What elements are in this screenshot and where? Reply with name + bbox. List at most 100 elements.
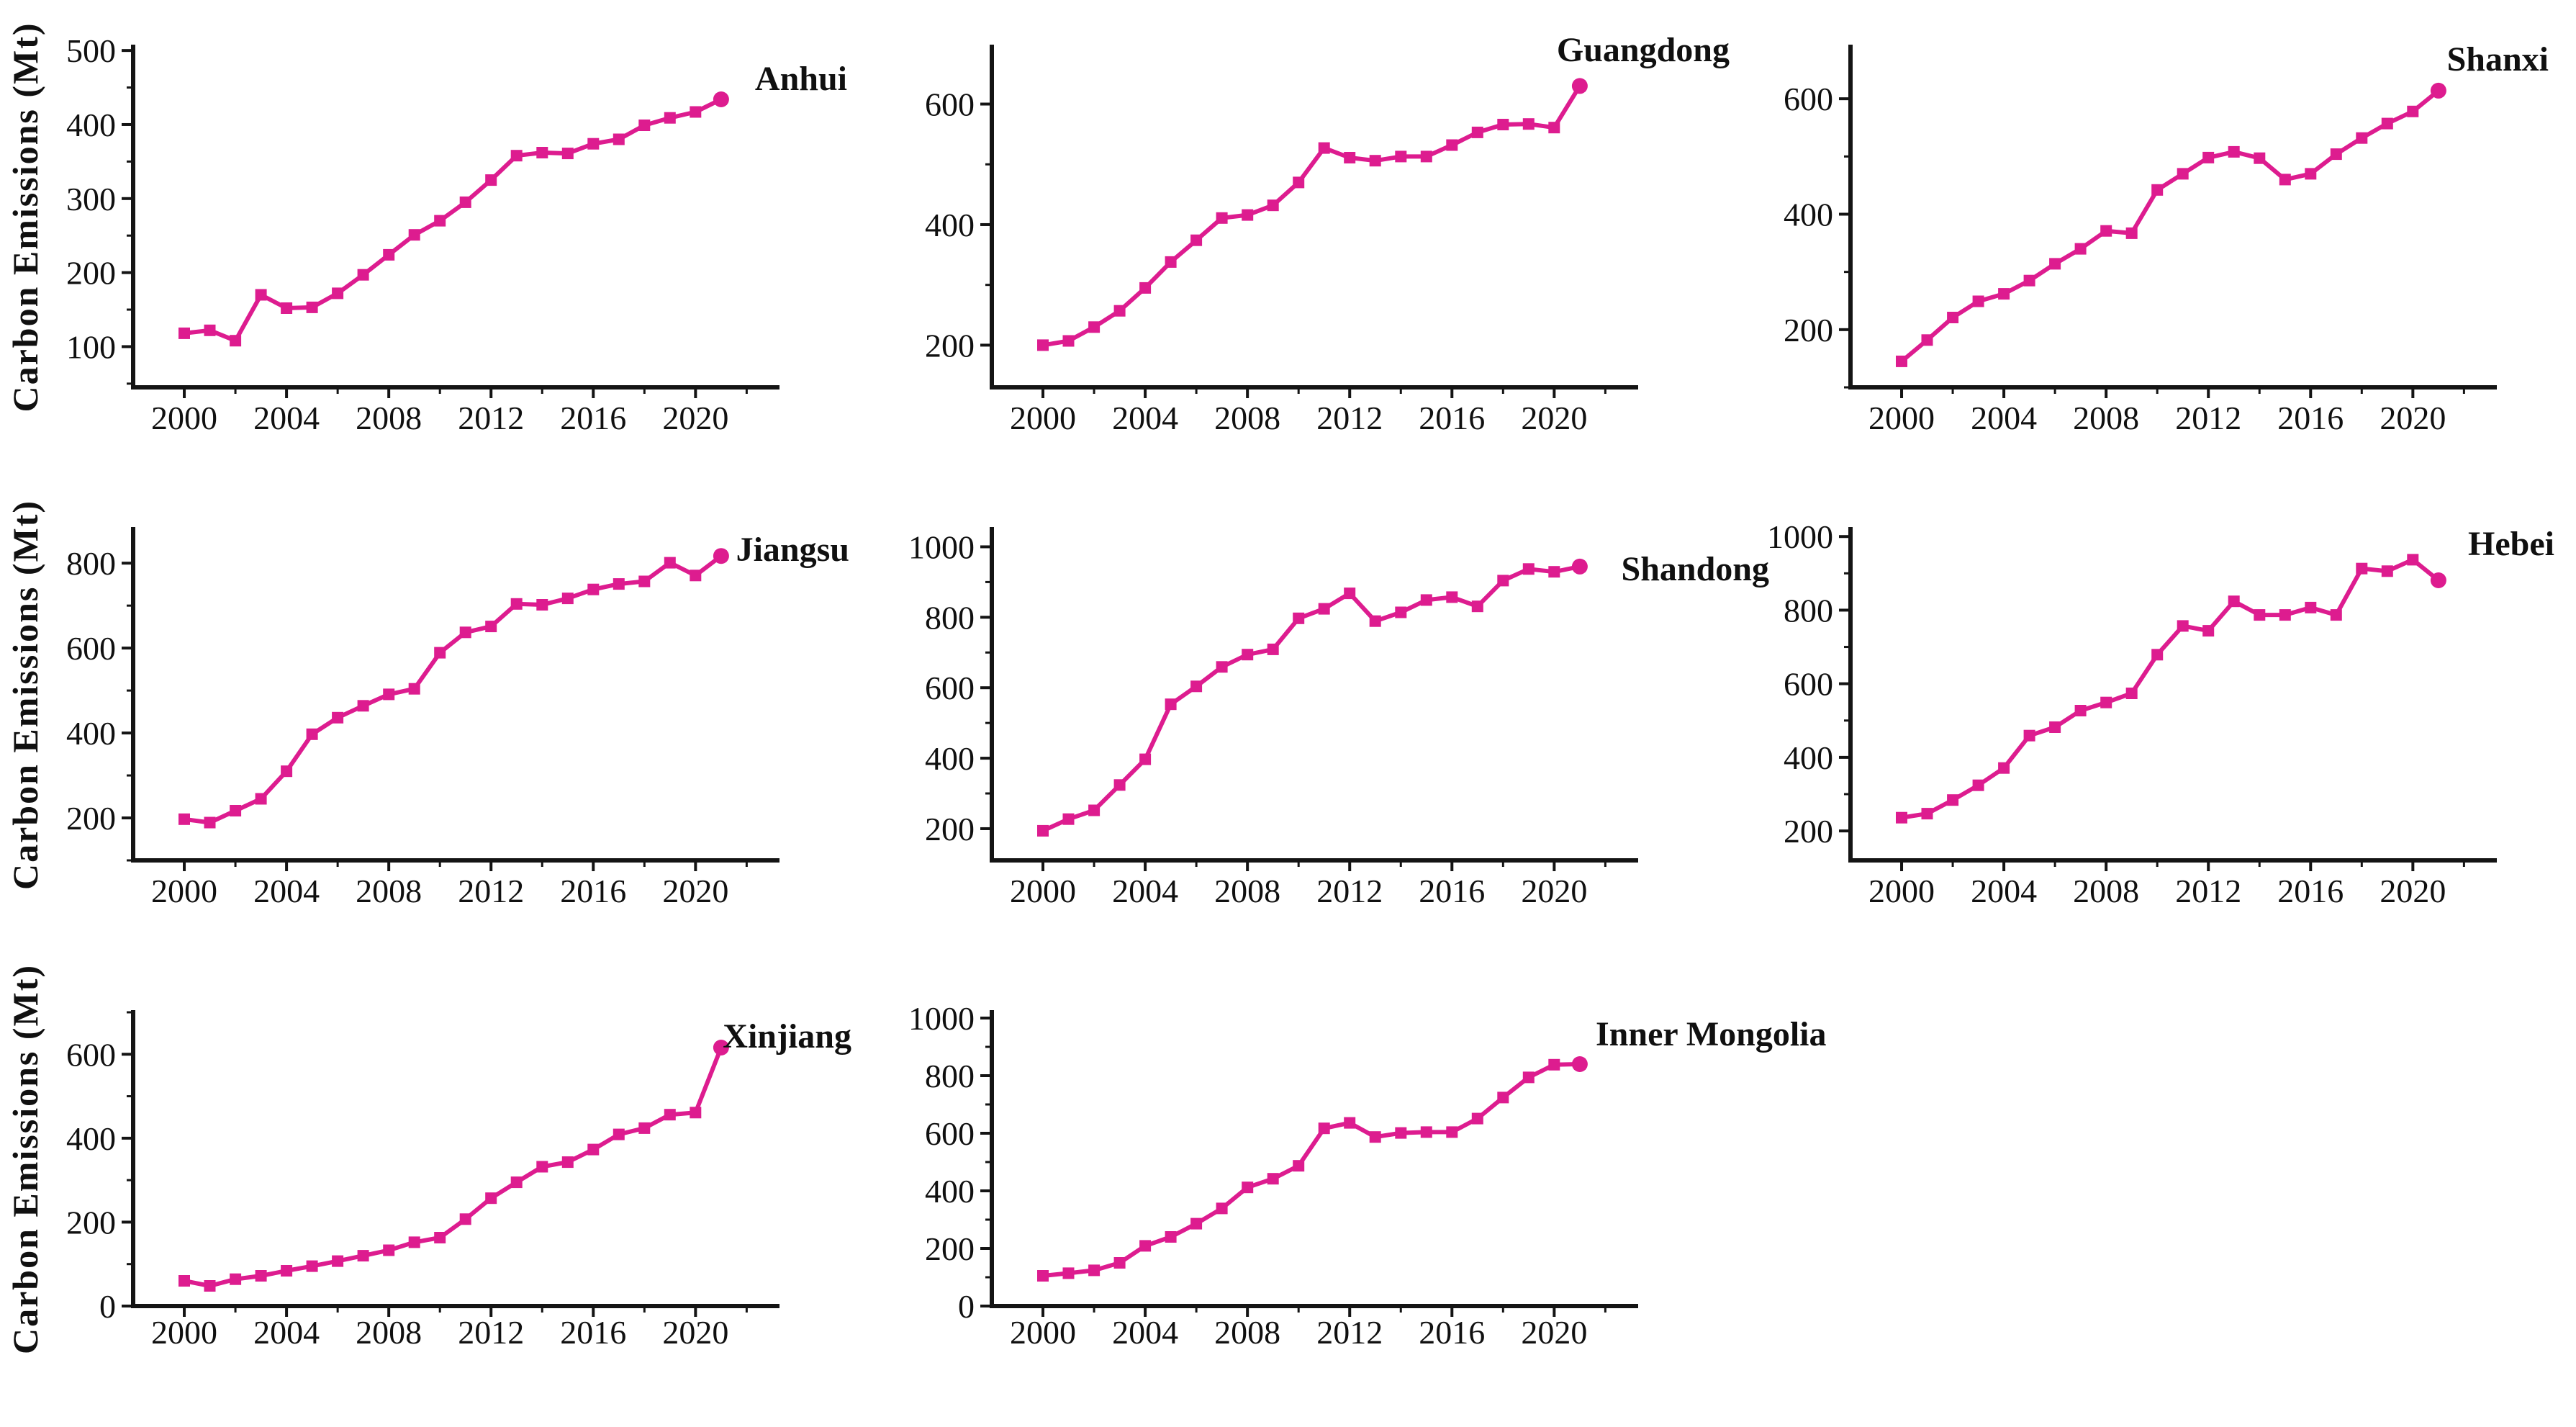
y-tick-label: 200 [1784,813,1833,850]
data-point-marker [2151,649,2164,661]
data-point-last [1571,78,1588,94]
data-point-marker [230,1273,242,1285]
x-tick-label: 2008 [356,873,422,909]
data-point-marker [638,120,651,131]
line-chart-inner-mongolia: 0 200 400 600 800 1000 2000 2004 2008 2012 2016 202… [908,1000,1826,1351]
data-point-marker [2202,625,2215,637]
data-point-marker [1344,588,1356,600]
data-point-marker [664,557,676,569]
data-point-marker [459,196,471,208]
x-tick-label: 2012 [2175,873,2241,909]
data-point-marker [1165,698,1177,711]
data-point-marker [1395,606,1407,618]
data-point-marker [408,1236,420,1248]
data-point-marker [306,301,318,313]
data-point-marker [638,575,651,588]
y-tick-label: 300 [66,181,116,217]
data-point-marker [587,583,600,595]
data-point-marker [1165,256,1177,268]
data-point-marker [613,133,625,145]
x-tick-label: 2000 [1010,1314,1076,1351]
data-point-marker [2381,565,2393,577]
y-tick-label: 1000 [908,1000,975,1037]
data-point-marker [281,302,293,314]
data-point-marker [561,1156,574,1169]
data-point-marker [1548,1058,1560,1071]
chart-panel-jiangsu: 200 400 600 800 2000 2004 2008 2012 2016 2020 Jian… [0,476,859,952]
data-point-marker [434,647,446,659]
data-point-marker [1369,155,1381,167]
data-point-marker [536,1161,548,1173]
data-point-marker [1446,139,1458,151]
x-tick-label: 2012 [458,1314,524,1351]
data-point-marker [2279,174,2291,186]
x-tick-label: 2004 [1971,873,2037,909]
y-tick-label: 200 [925,1230,975,1267]
data-point-marker [1062,813,1075,825]
x-tick-label: 2008 [2073,400,2139,436]
x-tick-label: 2020 [1521,873,1587,909]
x-tick-label: 2008 [1214,400,1280,436]
data-point-marker [1190,1217,1203,1230]
x-tick-label: 2004 [1112,873,1178,909]
data-point-marker [1420,1126,1432,1138]
data-point-marker [587,138,600,150]
data-point-marker [357,1250,369,1262]
x-tick-label: 2000 [1010,873,1076,909]
data-point-marker [1139,753,1152,765]
data-point-marker [2254,152,2266,164]
data-point-marker [2305,168,2317,180]
data-point-marker [1395,150,1407,163]
data-point-marker [2356,562,2368,575]
axis-line [1848,527,2497,863]
chart-title: Guangdong [1557,31,1730,69]
data-point-marker [613,1128,625,1140]
data-point-marker [1139,1240,1152,1252]
data-point-marker [1242,1181,1254,1194]
data-point-marker [1190,680,1203,693]
data-point-marker [2381,117,2393,130]
data-point-marker [1242,209,1254,221]
data-point-marker [383,688,395,701]
data-point-marker [485,174,497,186]
y-tick-label: 600 [925,1115,975,1152]
line-chart-shandong: 200 400 600 800 1000 2000 2004 2008 2012 2016 2020… [908,527,1769,909]
axis-line [131,45,779,390]
data-point-marker [2279,609,2291,621]
data-point-marker [1318,1122,1330,1135]
data-series-line [182,1045,723,1288]
line-chart-anhui: 100 200 300 400 500 2000 2004 2008 2012 2016 2020 A… [5,22,847,436]
y-tick-label: 100 [66,328,116,365]
data-point-marker [690,1107,702,1119]
data-point-marker [536,599,548,611]
data-point-marker [383,1244,395,1256]
data-point-marker [1420,150,1432,163]
data-point-marker [1088,804,1101,816]
data-point-marker [2407,105,2419,117]
data-point-marker [1267,643,1279,655]
data-point-marker [2023,729,2035,742]
data-series-line [1899,557,2441,820]
data-point-last [1571,1056,1588,1072]
data-point-marker [383,248,395,261]
data-point-marker [2407,554,2419,566]
data-point-marker [1216,661,1228,673]
data-point-marker [664,112,676,124]
data-point-marker [485,621,497,633]
data-point-marker [1062,1267,1075,1279]
data-point-marker [332,1255,344,1267]
data-point-marker [1088,321,1101,333]
data-point-marker [230,335,242,347]
data-point-marker [1548,122,1560,134]
data-point-marker [1548,566,1560,578]
x-tick-label: 2020 [662,1314,728,1351]
axis-line [990,45,1638,390]
data-point-marker [1471,126,1483,138]
data-point-marker [1113,305,1126,317]
data-point-marker [1497,1091,1509,1104]
x-tick-label: 2012 [1316,873,1383,909]
y-tick-label: 200 [66,800,116,837]
chart-title: Shanxi [2447,40,2549,78]
data-series-line [182,554,723,825]
